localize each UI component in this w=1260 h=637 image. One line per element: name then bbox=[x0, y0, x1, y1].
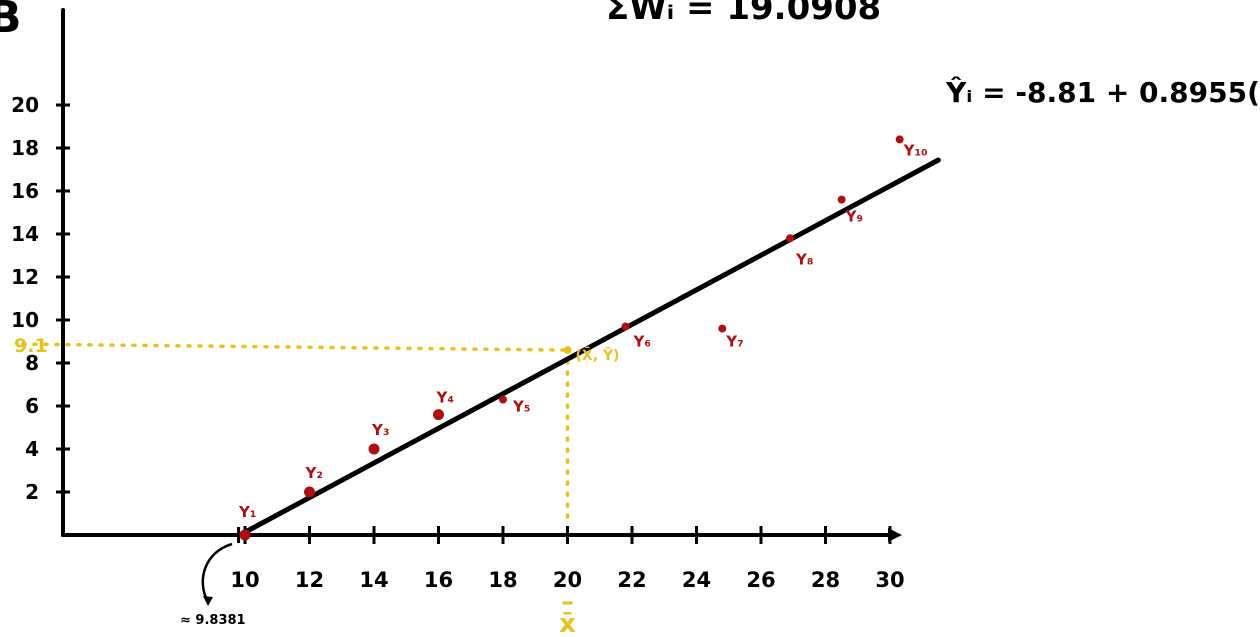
x-intercept-arrowhead bbox=[203, 596, 213, 606]
corner-letter: B bbox=[0, 0, 22, 43]
data-point bbox=[433, 409, 444, 421]
point-label: Y₅ bbox=[512, 398, 530, 416]
y-tick-label: 18 bbox=[11, 136, 39, 160]
mean-y-guide bbox=[21, 342, 570, 352]
y-tick-label: 12 bbox=[11, 265, 39, 289]
x-tick-label: 30 bbox=[875, 568, 904, 592]
y-tick-label: 6 bbox=[25, 394, 39, 418]
data-point bbox=[368, 443, 380, 455]
x-tick-label: 26 bbox=[746, 568, 775, 592]
data-point bbox=[837, 195, 846, 204]
point-label: Y₆ bbox=[633, 332, 651, 350]
data-point bbox=[499, 395, 507, 404]
mean-x-label: x̄ bbox=[559, 609, 576, 637]
x-tick-label: 28 bbox=[811, 568, 840, 592]
point-label: Y₃ bbox=[371, 421, 389, 439]
data-point bbox=[718, 324, 727, 333]
y-tick-label: 8 bbox=[25, 351, 39, 375]
point-label: Y₇ bbox=[725, 333, 743, 351]
regression-equation: Ŷᵢ = -8.81 + 0.8955(Xᵢ) bbox=[946, 76, 1260, 109]
x-tick-label: 20 bbox=[553, 568, 582, 592]
point-label: Y₉ bbox=[845, 208, 863, 226]
y-tick-label: 10 bbox=[11, 308, 39, 332]
x-tick-label: 10 bbox=[230, 568, 259, 592]
fitted-line bbox=[237, 157, 941, 538]
y-tick-label: 14 bbox=[11, 222, 39, 246]
chart-axes bbox=[61, 8, 902, 542]
data-points: Y₁ Y₂ Y₃ Y₄ Y₅ Y₆ Y₇ Y₈ Y₉ Y₁₀ bbox=[238, 135, 928, 541]
mean-point-label: (X̄, Ȳ) bbox=[576, 346, 620, 365]
regression-line bbox=[237, 157, 941, 538]
y-tick-label: 4 bbox=[25, 437, 39, 461]
mean-guides bbox=[21, 342, 572, 527]
sum-weights-label: ΣWᵢ = 19.0908 bbox=[606, 0, 882, 28]
x-tick-label: 24 bbox=[682, 568, 711, 592]
mean-y-label: 9.1 bbox=[14, 335, 48, 357]
data-point bbox=[239, 529, 251, 541]
data-point bbox=[895, 135, 904, 144]
annotations: (X̄, Ȳ) 9.1 x̄ ≈ 9.8381 bbox=[14, 335, 619, 637]
data-point bbox=[304, 486, 315, 498]
x-tick-label: 18 bbox=[488, 568, 517, 592]
point-label: Y₁₀ bbox=[903, 141, 928, 159]
x-tick-label: 14 bbox=[359, 568, 388, 592]
x-tick-label: 22 bbox=[617, 568, 646, 592]
data-point bbox=[621, 322, 630, 331]
x-tick-label: 16 bbox=[424, 568, 453, 592]
x-tick-label: 12 bbox=[295, 568, 324, 592]
point-label: Y₁ bbox=[238, 503, 256, 521]
point-label: Y₄ bbox=[436, 389, 454, 407]
mean-point-marker bbox=[563, 346, 572, 355]
y-tick-label: 20 bbox=[11, 93, 39, 117]
y-tick-label: 16 bbox=[11, 179, 39, 203]
y-tick-label: 2 bbox=[25, 480, 39, 504]
x-intercept-note: ≈ 9.8381 bbox=[180, 613, 246, 628]
data-point bbox=[786, 234, 795, 243]
x-intercept-arrow bbox=[201, 542, 233, 603]
point-label: Y₂ bbox=[305, 464, 323, 482]
point-label: Y₈ bbox=[795, 250, 813, 268]
